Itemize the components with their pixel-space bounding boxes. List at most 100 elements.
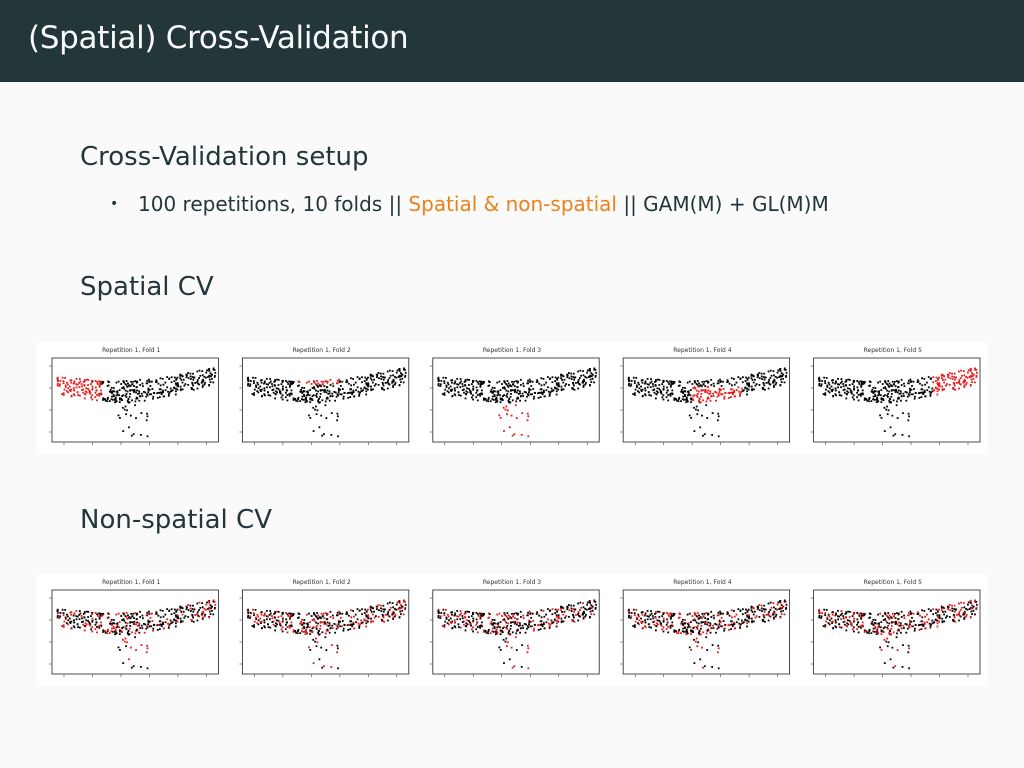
nonspatial-train-point [505, 626, 508, 629]
nonspatial-train-point [536, 611, 538, 614]
nonspatial-test-point [641, 613, 644, 616]
nonspatial-train-point [361, 613, 363, 616]
spatial-test-point [740, 391, 742, 394]
nonspatial-test-point [400, 604, 402, 607]
spatial-train-point [662, 379, 665, 382]
nonspatial-panel-title: Repetition 1, Fold 3 [483, 579, 541, 586]
spatial-train-point [196, 387, 199, 390]
nonspatial-train-point [879, 626, 882, 629]
nonspatial-train-point [840, 626, 843, 629]
nonspatial-train-point [835, 612, 837, 615]
nonspatial-train-point [650, 610, 652, 612]
spatial-train-point [145, 395, 148, 398]
nonspatial-train-point [491, 623, 493, 625]
nonspatial-train-point [388, 609, 391, 611]
spatial-test-point [695, 389, 698, 392]
nonspatial-train-point [515, 612, 518, 614]
nonspatial-train-point [121, 627, 123, 629]
nonspatial-train-point [942, 606, 945, 609]
spatial-train-point [884, 394, 886, 397]
spatial-train-point [384, 376, 386, 379]
spatial-train-point [857, 394, 860, 396]
nonspatial-train-point [763, 616, 766, 619]
spatial-test-point [715, 391, 718, 394]
nonspatial-test-point [213, 608, 216, 610]
spatial-train-point [289, 380, 292, 383]
nonspatial-train-point [173, 608, 176, 611]
spatial-train-point [106, 400, 109, 403]
spatial-train-point [470, 392, 472, 395]
spatial-train-point [851, 383, 854, 385]
nonspatial-train-point [284, 628, 287, 631]
nonspatial-train-point [910, 620, 913, 623]
spatial-train-point [649, 382, 652, 384]
nonspatial-train-point [454, 626, 457, 629]
spatial-test-point [91, 394, 94, 397]
spatial-train-point [551, 389, 554, 392]
nonspatial-test-point [568, 609, 571, 612]
nonspatial-test-point [118, 626, 121, 629]
nonspatial-test-point [143, 631, 146, 634]
nonspatial-test-point [151, 612, 153, 615]
spatial-test-point [83, 384, 86, 387]
spatial-train-point [861, 380, 864, 383]
nonspatial-test-point [891, 617, 894, 620]
nonspatial-train-point [758, 616, 761, 618]
nonspatial-train-point [505, 637, 508, 640]
nonspatial-train-point [501, 629, 503, 632]
spatial-test-point [59, 380, 62, 382]
nonspatial-panel-4: Repetition 1, Fold 4 [620, 579, 791, 677]
spatial-train-point [921, 391, 924, 394]
nonspatial-train-point [882, 627, 885, 629]
spatial-train-point [852, 379, 855, 382]
nonspatial-cv-figure: Repetition 1, Fold 1 Repetition 1, Fold 2… [49, 579, 981, 677]
spatial-train-point [267, 383, 269, 386]
nonspatial-train-point [963, 616, 966, 619]
nonspatial-train-point [78, 610, 81, 612]
spatial-train-point [192, 384, 194, 387]
spatial-train-point [838, 383, 841, 386]
spatial-train-point [665, 391, 668, 394]
nonspatial-train-point [711, 666, 713, 668]
nonspatial-train-point [537, 629, 540, 631]
spatial-train-point [746, 378, 749, 381]
nonspatial-train-point [260, 611, 263, 613]
spatial-train-point [846, 387, 849, 390]
nonspatial-test-point [949, 609, 952, 612]
nonspatial-test-point [845, 625, 848, 627]
spatial-test-point [308, 380, 310, 383]
nonspatial-test-point [678, 612, 681, 615]
nonspatial-train-point [570, 607, 573, 610]
spatial-train-point [658, 384, 661, 386]
spatial-train-point [532, 388, 535, 390]
nonspatial-test-point [528, 610, 531, 613]
spatial-train-point [657, 391, 659, 394]
nonspatial-test-point [693, 612, 696, 614]
spatial-train-point [268, 382, 271, 384]
spatial-test-point [691, 397, 694, 400]
nonspatial-train-point [175, 615, 178, 617]
nonspatial-train-point [76, 615, 79, 618]
nonspatial-train-point [482, 612, 485, 615]
nonspatial-train-point [196, 611, 199, 613]
nonspatial-train-point [472, 617, 475, 620]
nonspatial-test-point [965, 615, 967, 618]
nonspatial-train-point [741, 613, 744, 616]
nonspatial-train-point [704, 623, 707, 625]
nonspatial-train-point [503, 662, 505, 664]
nonspatial-train-point [140, 624, 143, 627]
spatial-panel-title: Repetition 1, Fold 1 [102, 347, 160, 354]
nonspatial-test-point [883, 638, 886, 641]
spatial-train-point [669, 385, 672, 387]
nonspatial-train-point [440, 612, 443, 614]
spatial-train-point [449, 389, 452, 391]
nonspatial-test-point [508, 616, 511, 619]
spatial-train-point [820, 383, 823, 386]
nonspatial-train-point [519, 631, 521, 634]
spatial-train-point [641, 381, 644, 384]
spatial-train-point [291, 383, 293, 385]
spatial-train-point [364, 387, 367, 390]
spatial-train-point [890, 393, 893, 395]
spatial-train-point [313, 387, 316, 390]
spatial-train-point [755, 383, 758, 385]
